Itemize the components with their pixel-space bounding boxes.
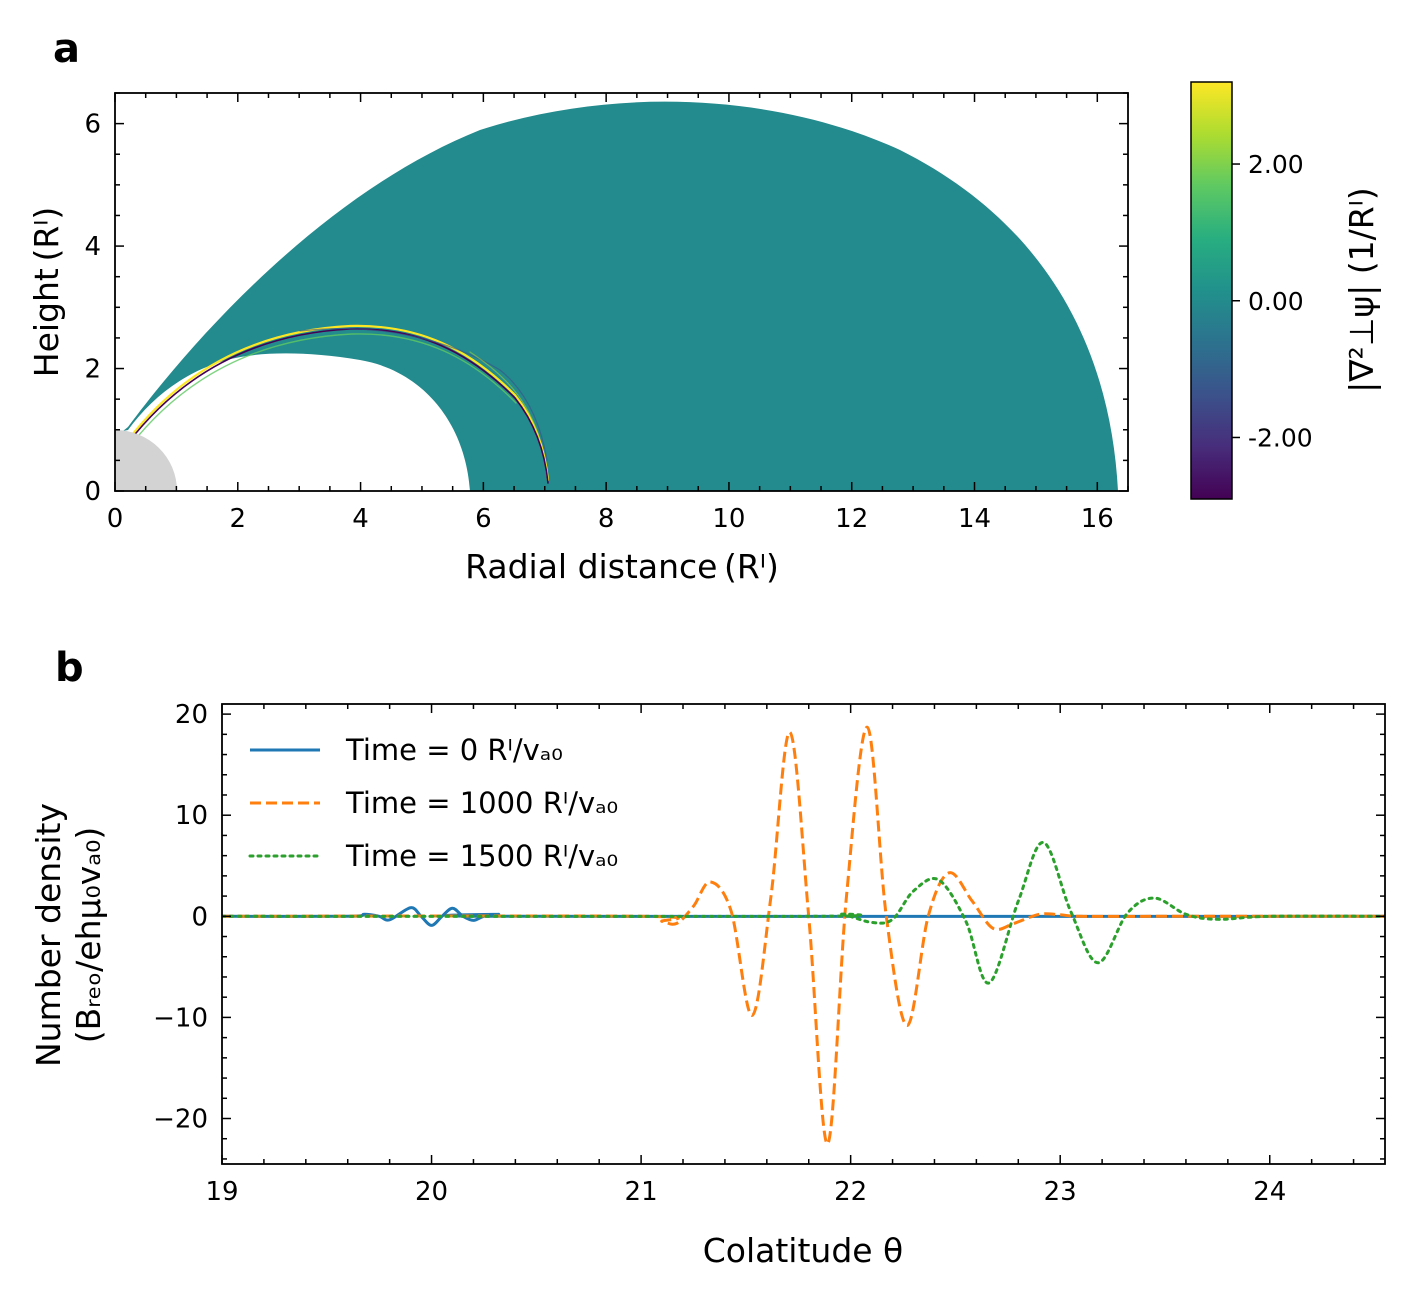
panel-b-xtick-label: 20 — [415, 1177, 448, 1207]
panel-b-xtick-label: 22 — [834, 1177, 867, 1207]
legend-label: Time = 1500 Rᴵ/vₐ₀ — [345, 839, 618, 873]
panel-b-ytick-label: 0 — [191, 902, 208, 932]
panel-b-line-chart: 19 20 21 22 23 24 20 10 0 −10 −20 Colatitude θ Num… — [29, 700, 1386, 1270]
colorbar-label: |∇²⊥ψ| (1/Rᴵ) — [1342, 187, 1381, 392]
panel-a-xtick-label: 6 — [475, 504, 492, 534]
planet-disk — [115, 430, 177, 491]
panel-b-ylabel-line2: (Bᵣₑₒ/ehμ₀vₐ₀) — [69, 827, 108, 1044]
panel-a-xtick-label: 10 — [712, 504, 745, 534]
panel-b-xtick-label: 24 — [1253, 1177, 1286, 1207]
series-line-1 — [222, 725, 1385, 1146]
panel-a-label: a — [53, 26, 80, 72]
panel-a-ytick-label: 2 — [84, 355, 101, 385]
panel-a-xtick-label: 14 — [958, 504, 991, 534]
legend-label: Time = 0 Rᴵ/vₐ₀ — [345, 733, 563, 767]
panel-b-ytick-label: 10 — [175, 801, 208, 831]
colorbar-tick-label: 2.00 — [1248, 150, 1304, 179]
panel-b-xtick-label: 23 — [1044, 1177, 1077, 1207]
panel-b-ytick-label: 20 — [175, 700, 208, 730]
panel-b-label: b — [55, 645, 84, 691]
legend-label: Time = 1000 Rᴵ/vₐ₀ — [345, 786, 618, 820]
panel-a-ytick-label: 4 — [84, 232, 101, 262]
panel-a-ytick-label: 6 — [84, 110, 101, 140]
panel-a-xtick-label: 12 — [835, 504, 868, 534]
panel-b-ylabel-line1: Number density — [29, 803, 68, 1067]
panel-b-frame — [221, 703, 1386, 1165]
series-line-2 — [222, 841, 1385, 985]
legend: Time = 0 Rᴵ/vₐ₀ Time = 1000 Rᴵ/vₐ₀ Time = … — [248, 733, 618, 873]
panel-b-xtick-label: 21 — [625, 1177, 658, 1207]
colorbar-gradient — [1190, 81, 1233, 500]
colorbar-ticks: 2.00 0.00 -2.00 — [1232, 150, 1313, 452]
colorbar: 2.00 0.00 -2.00 |∇²⊥ψ| (1/Rᴵ) — [1190, 81, 1381, 500]
simulation-domain — [123, 101, 1118, 491]
panel-a-xlabel: Radial distance (Rᴵ) — [465, 547, 779, 586]
panel-a-xtick-label: 4 — [352, 504, 369, 534]
panel-b-ytick-label: −10 — [153, 1003, 208, 1033]
panel-b-xtick-label: 19 — [205, 1177, 238, 1207]
panel-a-xtick-label: 2 — [230, 504, 247, 534]
panel-a-ticks: 0 2 4 6 8 10 12 14 16 0 2 4 6 — [84, 92, 1129, 534]
panel-a-xtick-label: 8 — [598, 504, 615, 534]
panel-a-ytick-label: 0 — [84, 477, 101, 507]
panel-a-heatmap: 0 2 4 6 8 10 12 14 16 0 2 4 6 Radial distance (Rᴵ) H… — [27, 92, 1129, 586]
panel-a-xtick-label: 0 — [107, 504, 124, 534]
colorbar-tick-label: -2.00 — [1248, 423, 1313, 452]
panel-b-xlabel: Colatitude θ — [703, 1231, 904, 1270]
colorbar-tick-label: 0.00 — [1248, 287, 1304, 316]
panel-b-ytick-label: −20 — [153, 1105, 208, 1135]
panel-a-xtick-label: 16 — [1081, 504, 1114, 534]
panel-a-ylabel: Height (Rᴵ) — [27, 207, 66, 377]
alfven-wave-ridges — [126, 324, 550, 484]
panel-b-ticks: 19 20 21 22 23 24 20 10 0 −10 −20 — [153, 700, 1385, 1207]
panel-a-frame — [114, 92, 1129, 492]
